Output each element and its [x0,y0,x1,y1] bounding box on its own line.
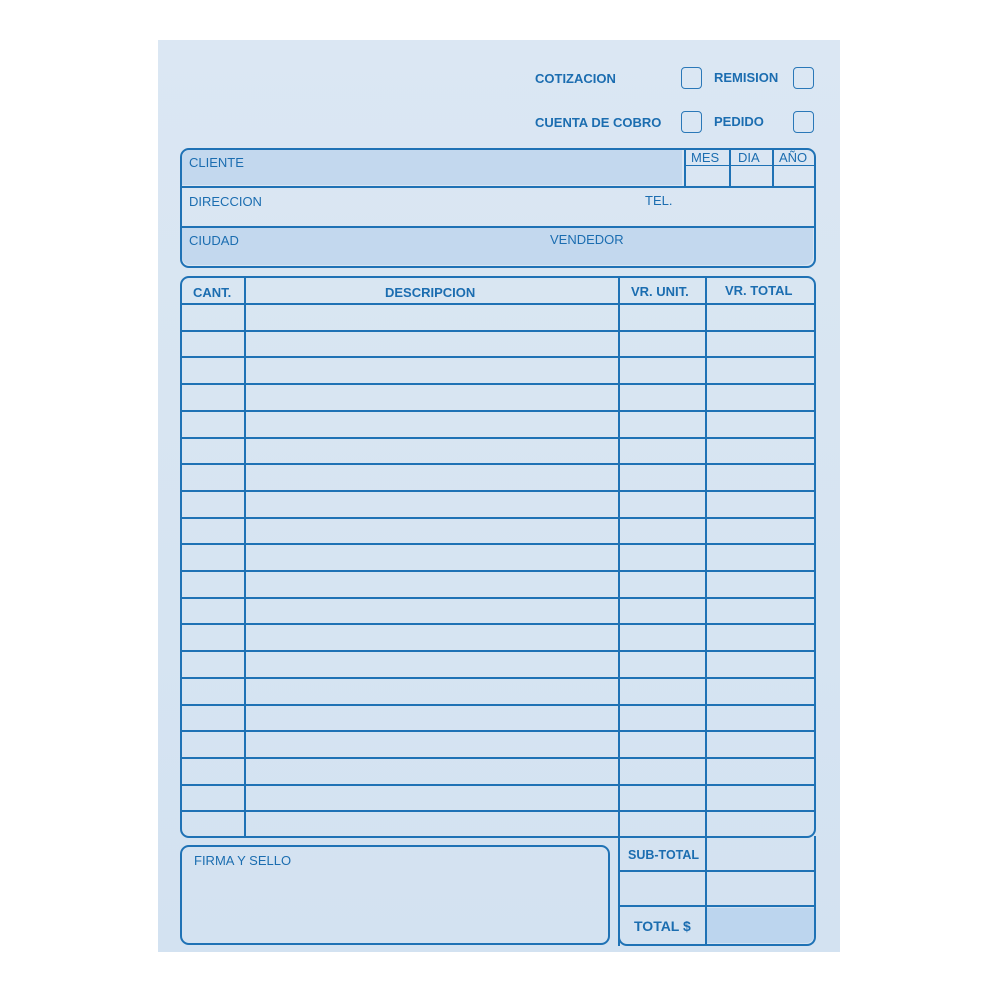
total-field[interactable] [707,908,814,943]
table-row-line [180,570,816,572]
table-row-line [180,677,816,679]
tel-label: TEL. [645,193,673,208]
divider [180,186,816,188]
total-label: TOTAL $ [634,918,691,934]
cuenta-de-cobro-label: CUENTA DE COBRO [535,115,662,130]
cliente-field[interactable] [182,150,682,185]
divider [180,303,816,305]
divider [244,276,246,838]
table-row-line [180,463,816,465]
column-header-vr-total: VR. TOTAL [725,283,793,298]
divider [729,148,731,187]
remision-checkbox[interactable] [793,67,814,89]
ano-label: AÑO [779,150,808,165]
divider [618,870,816,872]
table-row-line [180,543,816,545]
table-row-line [180,356,816,358]
ano-field[interactable] [774,167,814,186]
divider [684,148,686,187]
table-row-line [180,784,816,786]
table-row-line [180,623,816,625]
ciudad-label: CIUDAD [189,233,239,248]
table-row-line [180,730,816,732]
cotizacion-label: COTIZACION [535,71,616,86]
subtotal-label: SUB-TOTAL [628,848,700,862]
table-row-line [180,810,816,812]
items-table [180,276,816,838]
direccion-label: DIRECCION [189,194,262,209]
table-row-line [180,410,816,412]
totals-box [618,836,816,946]
cotizacion-checkbox[interactable] [681,67,702,89]
dia-label: DIA [738,150,760,165]
client-info-box [180,148,816,268]
table-row-line [180,517,816,519]
table-row-line [180,757,816,759]
table-row-line [180,597,816,599]
divider [705,276,707,946]
cliente-label: CLIENTE [189,155,244,170]
pedido-label: PEDIDO [714,114,764,129]
remision-label: REMISION [714,70,779,85]
firma-y-sello-box[interactable] [180,845,610,945]
table-row-line [180,650,816,652]
divider [180,226,816,228]
pedido-checkbox[interactable] [793,111,814,133]
column-header-cant: CANT. [193,285,232,300]
divider [772,148,774,187]
divider [618,276,620,946]
mes-field[interactable] [686,167,729,186]
subtotal-field[interactable] [708,838,814,870]
mes-label: MES [691,150,720,165]
form-paper [158,40,840,952]
vendedor-label: VENDEDOR [550,232,624,247]
firma-label: FIRMA Y SELLO [194,853,292,868]
cuenta-de-cobro-checkbox[interactable] [681,111,702,133]
table-row-line [180,437,816,439]
divider [618,905,816,907]
divider [684,165,815,166]
table-row-line [180,330,816,332]
column-header-descripcion: DESCRIPCION [385,285,476,300]
table-row-line [180,490,816,492]
ciudad-field[interactable] [182,228,813,265]
table-row-line [180,383,816,385]
dia-field[interactable] [731,167,772,186]
table-row-line [180,704,816,706]
column-header-vr-unit: VR. UNIT. [631,284,689,299]
